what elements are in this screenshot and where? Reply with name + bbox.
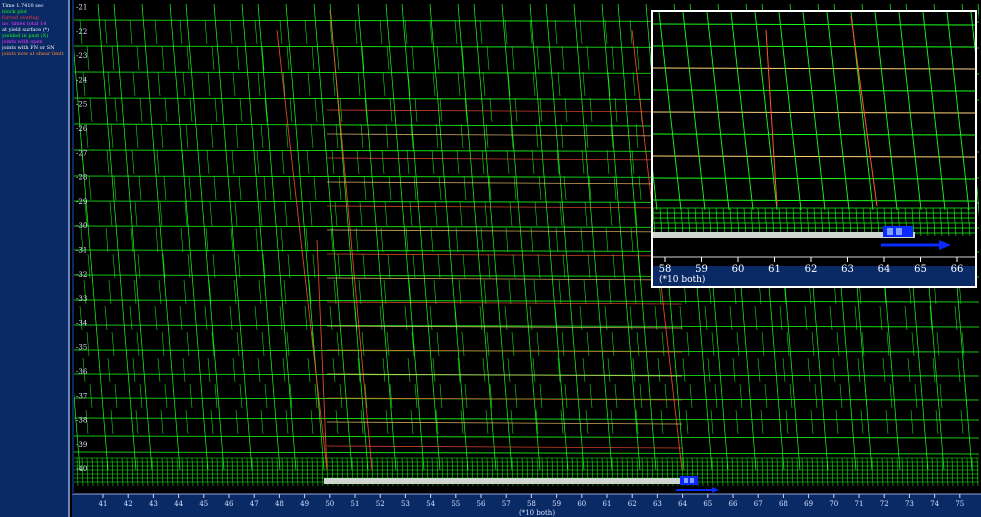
inset-x-tick-label: 66 [951,264,964,275]
x-tick-label: 71 [855,500,864,508]
inset-x-tick-label: 65 [914,264,927,275]
x-tick-label: 59 [552,500,561,508]
y-tick-label: -26 [76,125,88,133]
x-tick-label: 53 [401,500,410,508]
legend-item: yielded in past (X) [2,33,49,39]
y-tick-label: -33 [76,295,87,303]
y-tick-label: -35 [76,344,87,352]
excavation-cavity [324,478,684,484]
y-tick-label: -22 [76,28,87,36]
x-tick-label: 54 [426,500,435,508]
x-tick-label: 41 [99,500,108,508]
x-tick-label: 43 [149,500,158,508]
x-tick-label: 48 [275,500,284,508]
x-tick-label: 73 [905,500,914,508]
x-tick-label: 56 [477,500,486,508]
x-axis-unit: (*10 both) [519,509,555,517]
legend-item: joints now at shear limit [2,51,64,57]
x-tick-label: 69 [804,500,813,508]
inset-x-tick-label: 59 [695,264,708,275]
x-tick-label: 45 [199,500,208,508]
x-tick-label: 58 [527,500,536,508]
y-tick-label: -29 [76,198,87,206]
y-axis: -21 -22 -23 -24 -25 -26 -27 -28 -29 -30 -31 -32 -33 -… [72,0,88,494]
x-tick-label: 49 [300,500,309,508]
x-tick-label: 64 [678,500,687,508]
legend-item: at yield surface (*) [2,27,50,33]
x-tick-label: 60 [577,500,586,508]
y-tick-label: -24 [76,76,88,84]
x-tick-label: 74 [930,500,939,508]
x-tick-label: 75 [955,500,964,508]
x-tick-label: 61 [603,500,612,508]
plot-area: 41 42 43 44 45 46 47 48 49 50 51 52 53 54 55 56 57 58 59 60… [72,0,981,517]
zoom-inset: 58 59 60 61 62 63 64 65 66 (*10 both) [651,10,977,288]
x-tick-label: 66 [729,500,738,508]
x-tick-label: 47 [250,500,259,508]
x-tick-label: 67 [754,500,763,508]
y-tick-label: -27 [76,149,87,157]
legend-item: Time 1.7410 sec [2,3,44,9]
inset-x-tick-label: 58 [659,264,672,275]
x-tick-label: 50 [325,500,334,508]
x-tick-label: 51 [351,500,360,508]
legend-item: joints with FN or SN [2,45,55,51]
x-tick-label: 70 [829,500,838,508]
x-tick-label: 44 [174,500,183,508]
inset-x-axis: 58 59 60 61 62 63 64 65 66 [659,257,964,275]
x-tick-label: 63 [653,500,662,508]
y-tick-label: -34 [76,319,88,327]
x-tick-label: 42 [124,500,133,508]
y-tick-label: -38 [76,417,87,425]
legend-item: forced overlap [2,15,39,21]
y-tick-label: -28 [76,174,87,182]
inset-x-tick-label: 64 [878,264,891,275]
y-tick-label: -23 [76,52,87,60]
y-tick-label: -40 [76,465,87,473]
inset-x-tick-label: 63 [841,264,854,275]
x-tick-label: 46 [225,500,234,508]
x-axis-strip [72,494,981,517]
block-plot-svg: 41 42 43 44 45 46 47 48 49 50 51 52 53 54 55 56 57 58 59 60… [72,0,981,517]
y-tick-label: -30 [76,222,87,230]
legend-item: no. times total 14 [2,21,47,27]
inset-x-tick-label: 62 [805,264,818,275]
legend-item: joints with open [2,39,43,45]
inset-x-axis-unit: (*10 both) [659,274,705,285]
y-tick-label: -37 [76,392,87,400]
x-tick-label: 65 [703,500,712,508]
y-tick-label: -32 [76,271,87,279]
x-tick-label: 57 [502,500,511,508]
y-tick-label: -31 [76,247,87,255]
inset-x-tick-label: 60 [732,264,745,275]
y-tick-label: -21 [76,4,87,12]
y-tick-label: -36 [76,368,88,376]
x-tick-label: 72 [880,500,889,508]
legend-item: block plot [2,9,28,15]
legend-panel: Time 1.7410 sec block plot forced overlap n… [0,0,70,517]
x-tick-label: 52 [376,500,385,508]
y-tick-label: -25 [76,101,87,109]
inset-x-tick-label: 61 [768,264,781,275]
y-tick-label: -39 [76,441,87,449]
x-tick-label: 55 [451,500,460,508]
x-tick-label: 68 [779,500,788,508]
x-tick-label: 62 [628,500,637,508]
x-axis: 41 42 43 44 45 46 47 48 49 50 51 52 53 54 55 56 57 58 59 60… [99,494,981,508]
inset-block-mesh [653,12,975,250]
